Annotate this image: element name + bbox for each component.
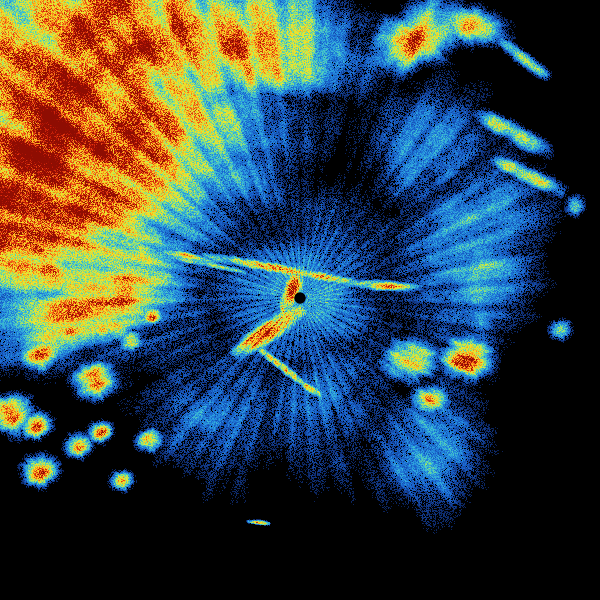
radar-display: Radar Base Reflectivity Reflectivity (dB… <box>0 0 600 600</box>
radar-reflectivity-heatmap[interactable] <box>0 0 600 600</box>
